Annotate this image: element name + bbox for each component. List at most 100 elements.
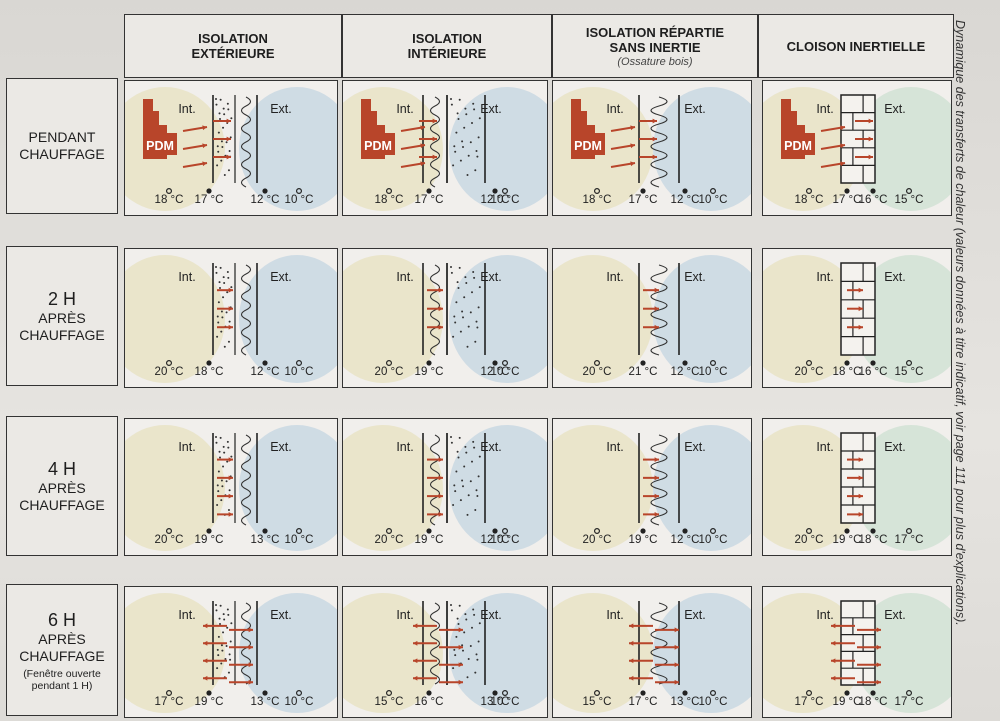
heat-arrow-out — [413, 623, 437, 629]
temp-probe-icon — [844, 188, 850, 194]
column-header-interieure: ISOLATION INTÉRIEURE — [342, 14, 552, 78]
temp-probe-icon — [593, 187, 600, 194]
temperature-value: 10 °C — [285, 194, 314, 206]
temperature-value: 12 °C — [671, 366, 700, 378]
temperature-value: 20 °C — [375, 366, 404, 378]
int-label: Int. — [606, 440, 623, 454]
temperature-value: 17 °C — [833, 194, 862, 206]
temperature-value: 20 °C — [583, 534, 612, 546]
heat-arrow — [427, 493, 443, 499]
column-header-exterieure: ISOLATION EXTÉRIEURE — [124, 14, 342, 78]
heat-arrow — [427, 511, 443, 517]
wall-layers — [638, 433, 680, 526]
temp-probe-icon — [710, 187, 717, 194]
heat-arrow-out — [655, 644, 679, 650]
temp-probe-icon — [682, 188, 688, 194]
column-header-repartie: ISOLATION RÉPARTIE SANS INERTIE (Ossatur… — [552, 14, 758, 78]
int-label: Int. — [816, 102, 833, 116]
row-label-4h: 4 H APRÈS CHAUFFAGE — [6, 416, 118, 556]
temp-probe-icon — [385, 689, 392, 696]
heat-arrow-out — [439, 679, 463, 685]
heat-arrow — [643, 457, 659, 462]
temp-probe-icon — [593, 359, 600, 366]
diagram-cell-r3-c1: Int. Ext. 15 °C 16 °C 13 °C 10 °C — [342, 586, 548, 718]
heat-arrow-out — [629, 658, 653, 664]
heat-arrow — [847, 457, 863, 462]
heat-arrow — [855, 118, 873, 124]
temperature-value: 19 °C — [195, 534, 224, 546]
row-label-text: PENDANT CHAUFFAGE — [19, 129, 105, 162]
heat-arrow-out — [439, 662, 463, 668]
heat-arrow — [855, 136, 873, 142]
temp-probe-icon — [262, 188, 268, 194]
temp-probe-icon — [502, 359, 509, 366]
diagram-cell-r0-c1: Int. Ext. PDM 18 °C 17 °C 12 °C 10 °C — [342, 80, 548, 216]
heat-arrow-out — [857, 679, 881, 685]
wall-layers — [212, 433, 258, 526]
int-label: Int. — [816, 608, 833, 622]
heat-arrow-out — [229, 679, 253, 685]
temp-probe-icon — [262, 690, 268, 696]
heat-arrow-out — [439, 627, 463, 633]
temperature-value: 17 °C — [195, 194, 224, 206]
heat-arrow-out — [413, 658, 437, 664]
heat-arrow — [643, 493, 659, 499]
temp-probe-icon — [710, 359, 717, 366]
temperature-value: 18 °C — [859, 696, 888, 708]
temp-probe-icon — [492, 690, 498, 696]
temp-probe-icon — [165, 187, 172, 194]
temp-probe-icon — [426, 690, 432, 696]
temp-probe-icon — [870, 528, 876, 534]
wall-layers — [422, 95, 486, 188]
temperature-value: 12 °C — [251, 194, 280, 206]
temp-probe-icon — [844, 360, 850, 366]
pdm-heater-icon — [571, 99, 605, 159]
temperature-value: 13 °C — [251, 534, 280, 546]
temperature-value: 10 °C — [491, 194, 520, 206]
wall-layers — [638, 263, 680, 356]
temp-probe-icon — [385, 527, 392, 534]
int-label: Int. — [396, 440, 413, 454]
temperature-value: 10 °C — [285, 366, 314, 378]
heat-arrow-out — [629, 623, 653, 629]
ext-label: Ext. — [684, 608, 706, 622]
heat-arrow — [427, 324, 443, 330]
side-caption-text: Dynamique des transferts de chaleur (val… — [953, 20, 967, 626]
ext-label: Ext. — [684, 440, 706, 454]
column-subtitle: (Ossature bois) — [617, 55, 693, 68]
heat-arrow — [847, 306, 863, 312]
temp-probe-icon — [502, 187, 509, 194]
heat-arrow-out — [655, 662, 679, 668]
heat-arrow — [639, 136, 657, 142]
pdm-heater-icon — [143, 99, 177, 159]
heat-arrow — [610, 125, 636, 132]
int-label: Int. — [178, 608, 195, 622]
heat-arrow — [213, 118, 231, 124]
pdm-heater-icon — [361, 99, 395, 159]
temperature-value: 15 °C — [375, 696, 404, 708]
heat-arrow-out — [203, 658, 227, 664]
heat-arrow — [217, 306, 233, 312]
temp-probe-icon — [682, 528, 688, 534]
temp-probe-icon — [805, 527, 812, 534]
temp-probe-icon — [710, 689, 717, 696]
temp-probe-icon — [805, 689, 812, 696]
diagram-cell-r3-c0: Int. Ext. 17 °C 19 °C 13 °C 10 °C — [124, 586, 338, 718]
ext-label: Ext. — [684, 102, 706, 116]
temp-probe-icon — [682, 360, 688, 366]
diagram-cell-r0-c3: Int. Ext. PDM 18 °C 17 °C 16 °C 15 °C — [762, 80, 952, 216]
temperature-value: 12 °C — [671, 534, 700, 546]
temp-probe-icon — [426, 360, 432, 366]
pdm-label: PDM — [364, 139, 392, 153]
heat-arrow — [610, 143, 636, 150]
heat-arrow-out — [203, 640, 227, 646]
temperature-value: 20 °C — [795, 366, 824, 378]
temp-probe-icon — [262, 528, 268, 534]
heat-arrow — [217, 493, 233, 499]
heat-arrow — [639, 154, 657, 160]
int-label: Int. — [178, 102, 195, 116]
temp-probe-icon — [385, 359, 392, 366]
temperature-value: 10 °C — [491, 366, 520, 378]
temperature-value: 10 °C — [285, 696, 314, 708]
temp-probe-icon — [870, 360, 876, 366]
